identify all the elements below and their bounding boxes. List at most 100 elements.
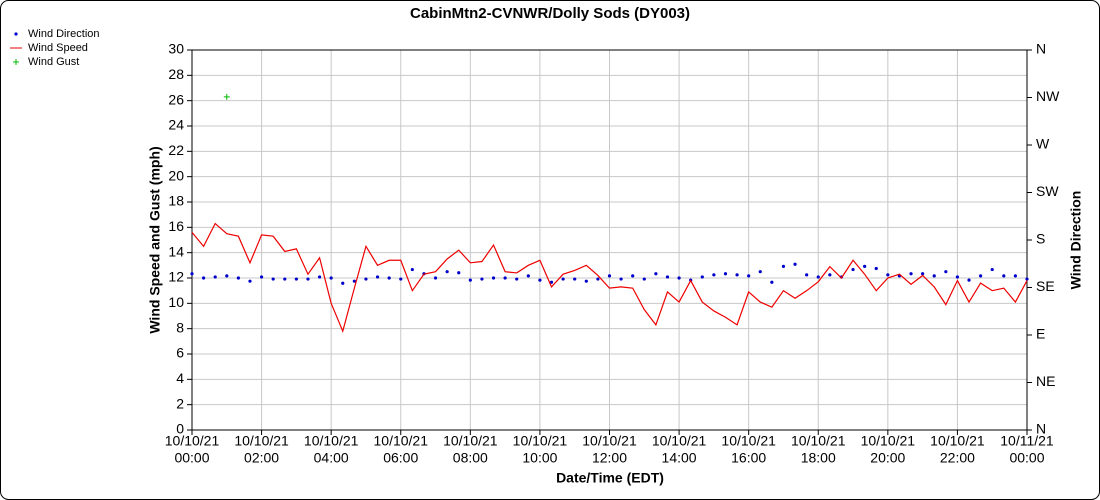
direction-dot xyxy=(654,272,658,276)
x-tick-label: 10/10/21 xyxy=(304,433,359,449)
direction-dot xyxy=(700,275,704,279)
x-tick-label: 00:00 xyxy=(174,450,209,466)
direction-dot xyxy=(770,280,774,284)
direction-dot xyxy=(433,276,438,280)
direction-dot xyxy=(665,275,670,279)
direction-dot xyxy=(851,267,855,272)
direction-dot xyxy=(190,272,194,276)
x-tick-label: 10/10/21 xyxy=(374,433,429,449)
direction-dot xyxy=(480,277,484,281)
direction-dot xyxy=(874,266,878,271)
direction-dot xyxy=(317,275,322,279)
direction-dot xyxy=(909,272,913,276)
direction-dot xyxy=(375,275,380,279)
y-tick-label: 22 xyxy=(168,142,184,158)
y2-tick-label: SE xyxy=(1036,278,1055,294)
direction-dot xyxy=(793,262,797,266)
direction-dot xyxy=(921,272,925,276)
y-tick-label: 0 xyxy=(176,421,184,437)
y-tick-label: 18 xyxy=(168,193,184,209)
direction-dot xyxy=(990,267,994,272)
direction-dot xyxy=(1002,274,1006,278)
legend-label: Wind Direction xyxy=(28,28,100,40)
direction-dot xyxy=(225,274,229,278)
direction-dot xyxy=(341,281,345,285)
y-tick-label: 12 xyxy=(168,269,184,285)
y-tick-label: 24 xyxy=(168,117,184,133)
direction-dot xyxy=(863,264,867,268)
direction-dot xyxy=(445,270,449,274)
direction-dot xyxy=(712,273,716,277)
y-tick-label: 10 xyxy=(168,294,184,310)
direction-dot xyxy=(549,280,554,284)
direction-dot xyxy=(561,277,565,281)
y2-tick-label: S xyxy=(1036,231,1045,247)
direction-dot xyxy=(955,275,960,279)
direction-dot xyxy=(306,277,310,281)
direction-dot xyxy=(515,277,519,281)
y-tick-label: 6 xyxy=(176,345,184,361)
y-tick-label: 14 xyxy=(168,243,184,259)
direction-dot xyxy=(1013,274,1018,278)
y2-axis-label: Wind Direction xyxy=(1068,191,1084,290)
y2-tick-label: NE xyxy=(1036,373,1055,389)
direction-dot xyxy=(468,278,472,282)
direction-dot xyxy=(584,279,588,283)
x-tick-label: 22:00 xyxy=(940,450,975,466)
direction-dot xyxy=(607,274,612,278)
y-tick-label: 16 xyxy=(168,218,184,234)
direction-dot xyxy=(747,274,751,278)
direction-dot xyxy=(294,277,298,281)
direction-dot xyxy=(805,273,809,277)
direction-dot xyxy=(352,279,356,283)
legend-swatch xyxy=(14,32,18,36)
x-tick-label: 06:00 xyxy=(383,450,418,466)
x-tick-label: 10/10/21 xyxy=(652,433,707,449)
direction-dot xyxy=(526,274,530,278)
y2-tick-label: N xyxy=(1036,421,1046,437)
direction-dot xyxy=(236,276,240,280)
direction-dot xyxy=(283,277,287,281)
y2-tick-label: N xyxy=(1036,41,1046,57)
direction-dot xyxy=(491,276,496,280)
y-tick-label: 26 xyxy=(168,91,184,107)
x-tick-label: 10:00 xyxy=(522,450,557,466)
direction-dot xyxy=(677,276,681,280)
direction-dot xyxy=(619,277,623,281)
direction-dot xyxy=(248,279,252,283)
direction-dot xyxy=(596,277,600,281)
gust-marker xyxy=(223,93,230,100)
legend-label: Wind Speed xyxy=(28,42,88,54)
x-tick-label: 10/10/21 xyxy=(582,433,637,449)
direction-dot xyxy=(886,273,890,277)
direction-dot xyxy=(967,278,971,282)
x-tick-label: 10/10/21 xyxy=(791,433,846,449)
x-tick-label: 14:00 xyxy=(662,450,697,466)
speed-line xyxy=(191,222,1028,334)
y-axis-label: Wind Speed and Gust (mph) xyxy=(147,146,163,333)
x-tick-label: 10/10/21 xyxy=(861,433,916,449)
x-axis-label: Date/Time (EDT) xyxy=(556,470,664,486)
x-tick-label: 16:00 xyxy=(731,450,766,466)
y2-tick-label: W xyxy=(1036,136,1050,152)
x-tick-label: 08:00 xyxy=(453,450,488,466)
y-tick-label: 8 xyxy=(176,319,184,335)
direction-dot xyxy=(944,270,948,274)
x-tick-label: 00:00 xyxy=(1009,450,1044,466)
direction-dot xyxy=(1025,277,1029,281)
x-tick-label: 10/11/21 xyxy=(1000,433,1054,449)
direction-dot xyxy=(329,276,333,280)
x-tick-label: 10/10/21 xyxy=(930,433,985,449)
x-tick-label: 20:00 xyxy=(870,450,905,466)
direction-dot xyxy=(979,274,983,278)
direction-dot xyxy=(364,277,368,281)
x-tick-label: 10/10/21 xyxy=(443,433,498,449)
legend-label: Wind Gust xyxy=(28,56,79,68)
direction-dot xyxy=(387,276,391,280)
y2-tick-label: NW xyxy=(1036,88,1060,104)
x-tick-label: 04:00 xyxy=(314,450,349,466)
y2-tick-label: E xyxy=(1036,326,1045,342)
x-tick-label: 12:00 xyxy=(592,450,627,466)
direction-dot xyxy=(271,277,275,281)
legend-swatch xyxy=(13,59,19,65)
